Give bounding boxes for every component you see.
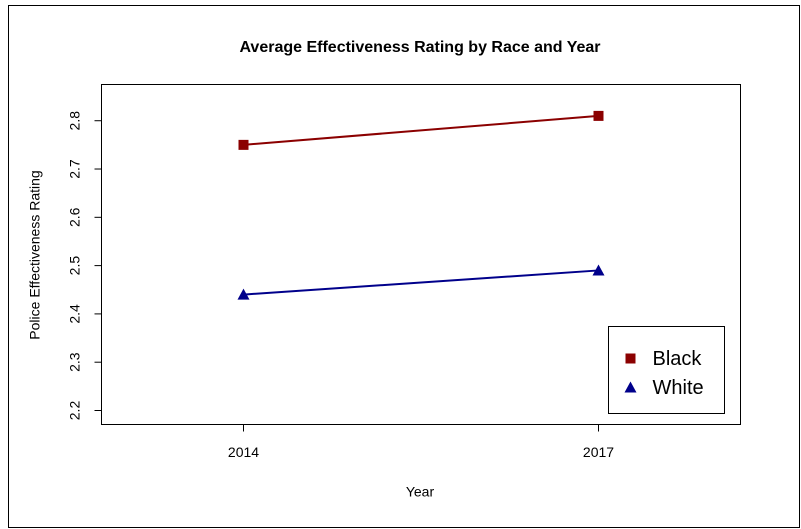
legend-marker: [625, 353, 636, 364]
y-tick-label: 2.2: [67, 401, 83, 421]
marker: [238, 139, 249, 150]
series-line: [243, 114, 599, 146]
marker: [237, 288, 250, 300]
y-tick-label: 2.7: [67, 159, 83, 179]
y-tick-label: 2.6: [67, 207, 83, 227]
legend-label: Black: [653, 348, 703, 370]
plot-box: [101, 84, 741, 425]
series-line: [243, 269, 599, 296]
legend-box: [608, 326, 725, 414]
y-tick-label: 2.3: [67, 352, 83, 372]
legend-marker: [624, 381, 637, 393]
marker: [593, 110, 604, 121]
x-tick-label: 2017: [583, 444, 614, 460]
marker: [592, 264, 605, 276]
figure-frame: [8, 5, 800, 528]
legend-label: White: [653, 377, 704, 399]
x-tick-label: 2014: [228, 444, 259, 460]
y-tick-label: 2.8: [67, 111, 83, 131]
chart-title: Average Effectiveness Rating by Race and…: [239, 39, 600, 56]
y-tick-label: 2.4: [67, 304, 83, 324]
x-axis-label: Year: [406, 484, 435, 500]
y-axis-label: Police Effectiveness Rating: [27, 170, 43, 339]
y-tick-label: 2.5: [67, 256, 83, 276]
